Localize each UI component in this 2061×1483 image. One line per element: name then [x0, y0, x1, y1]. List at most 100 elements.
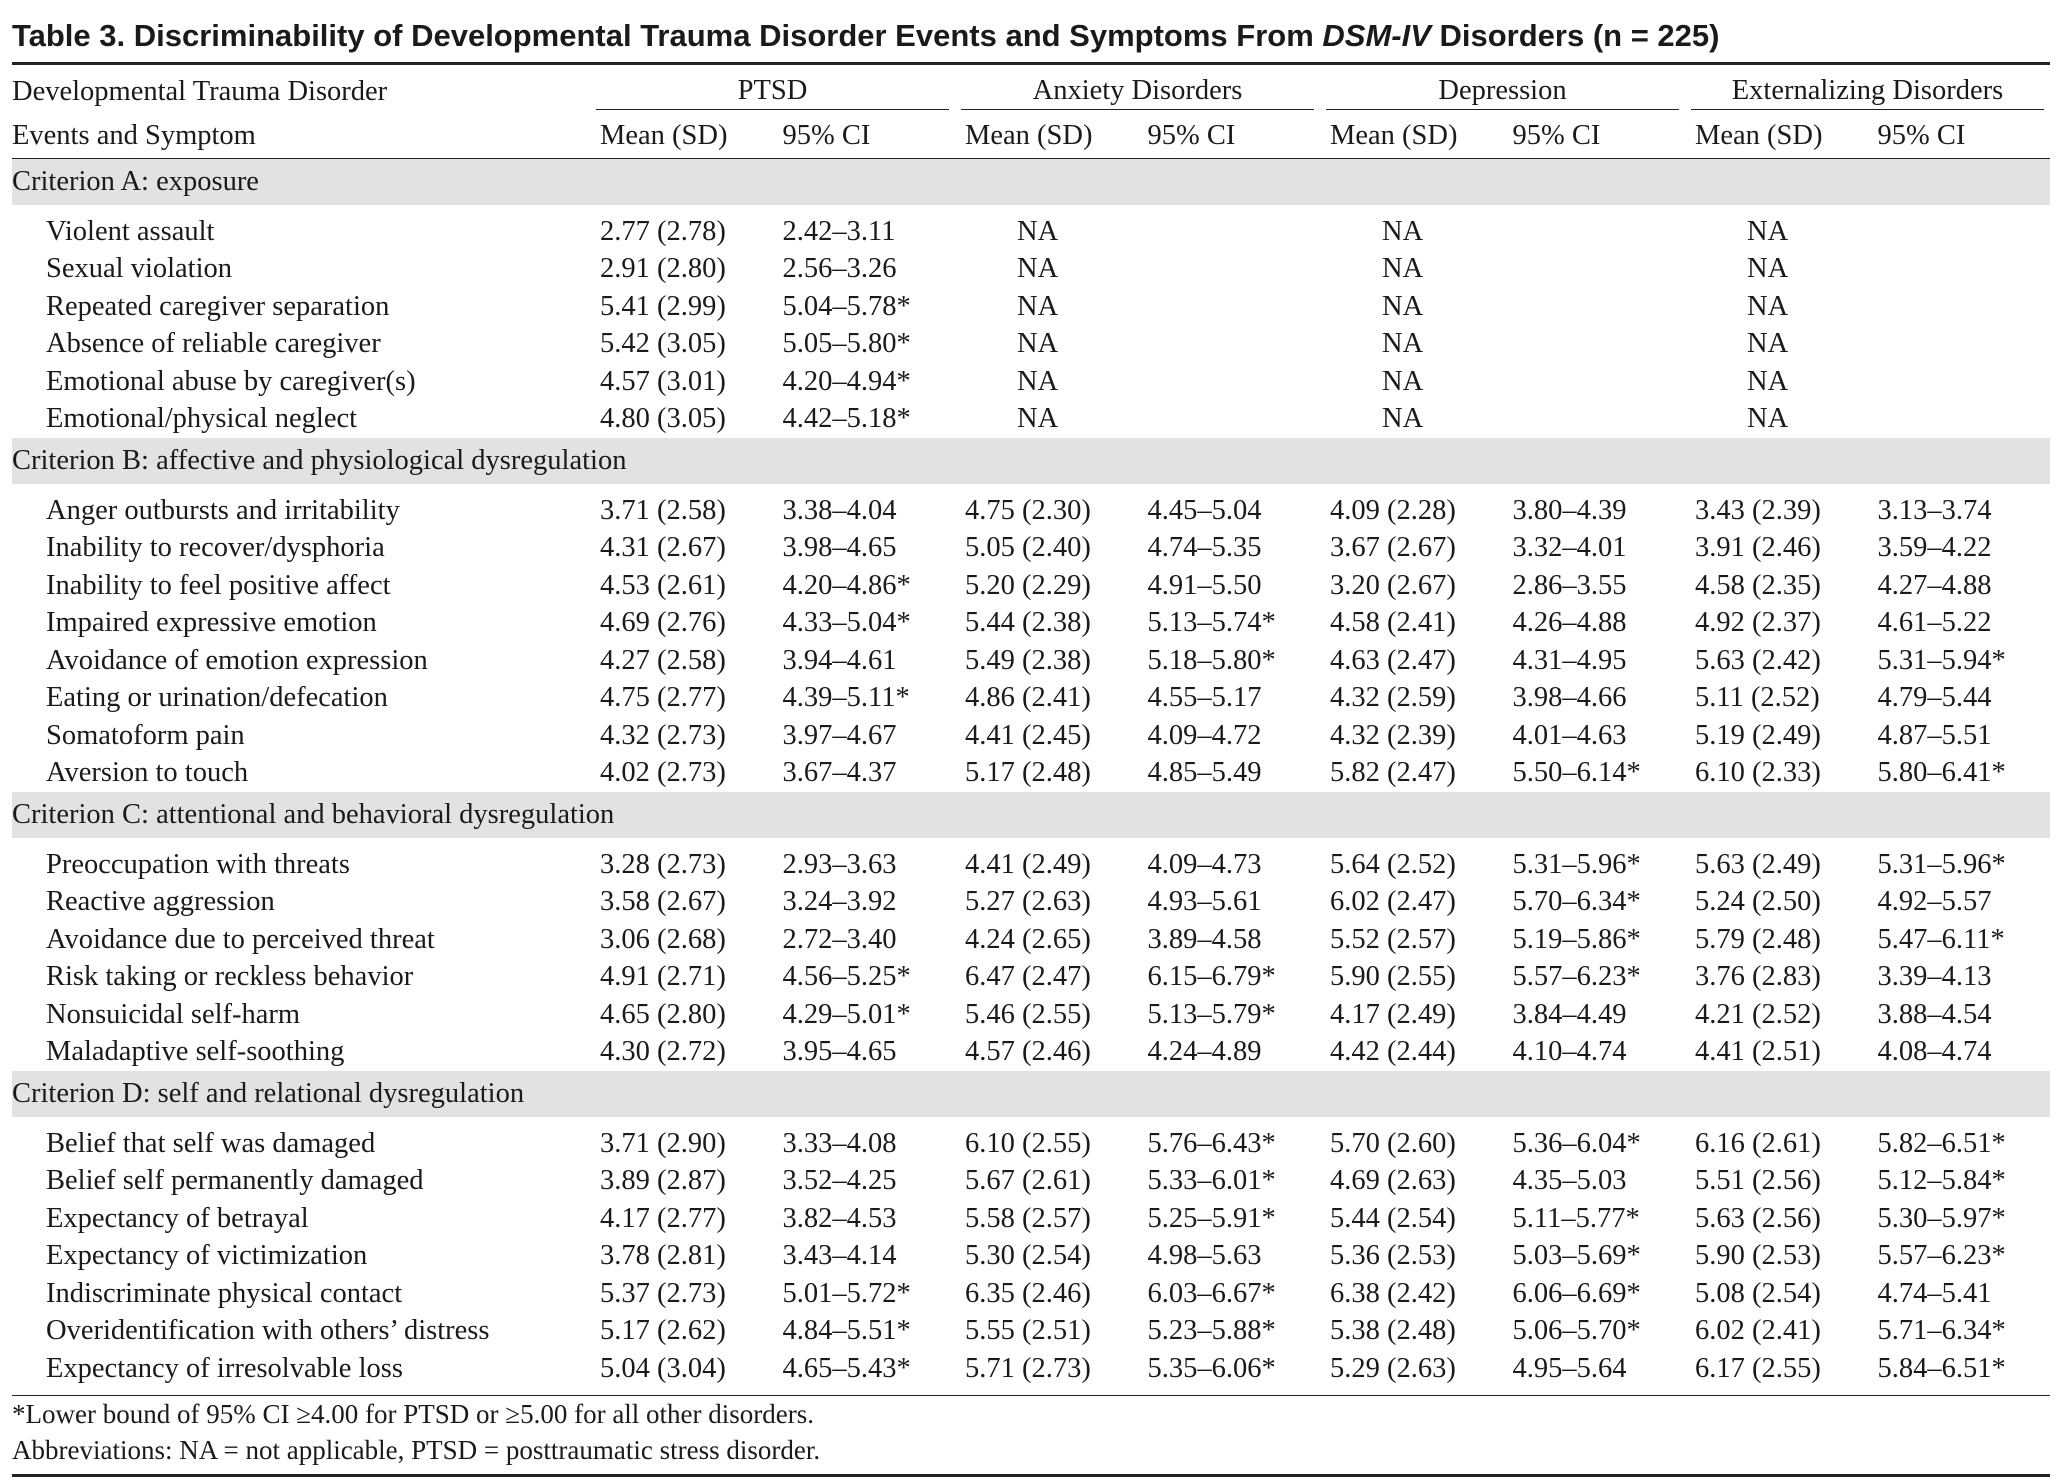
cell: 5.01–5.72*: [782, 1277, 911, 1309]
cell: 3.88–4.54: [1877, 998, 1992, 1030]
row-label: Maladaptive self-soothing: [46, 1036, 345, 1068]
cell: 6.02 (2.47): [1330, 886, 1456, 918]
row-label: Reactive aggression: [46, 886, 275, 918]
cell: 5.04 (3.04): [600, 1352, 726, 1384]
group-name: Depression: [1326, 75, 1679, 110]
cell: 5.51 (2.56): [1695, 1165, 1821, 1197]
cell: 5.50–6.14*: [1512, 757, 1641, 789]
cell: 3.58 (2.67): [600, 886, 726, 918]
cell: 5.63 (2.56): [1695, 1202, 1821, 1234]
cell: 4.17 (2.77): [600, 1202, 726, 1234]
data-row: Eating or urination/defecation 4.75 (2.77…: [12, 680, 2050, 718]
cell: 5.90 (2.53): [1695, 1240, 1821, 1272]
row-label: Belief that self was damaged: [46, 1127, 376, 1159]
cell: 4.20–4.86*: [782, 569, 911, 601]
row-label: Avoidance of emotion expression: [46, 644, 428, 676]
row-label: Nonsuicidal self-harm: [46, 998, 301, 1030]
cell: 5.52 (2.57): [1330, 923, 1456, 955]
cell: 4.61–5.22: [1877, 607, 1992, 639]
data-row: Absence of reliable caregiver 5.42 (3.05)…: [12, 326, 2050, 364]
cell: 3.80–4.39: [1512, 494, 1627, 526]
cell: 6.15–6.79*: [1147, 961, 1276, 993]
cell: 3.76 (2.83): [1695, 961, 1821, 993]
cell: NA: [1747, 253, 1789, 285]
cell: 5.30–5.97*: [1877, 1202, 2006, 1234]
data-row: Belief self permanently damaged 3.89 (2.8…: [12, 1163, 2050, 1201]
cell: 5.82–6.51*: [1877, 1127, 2006, 1159]
row-label: Avoidance due to perceived threat: [46, 923, 435, 955]
row-label: Overidentification with others’ distress: [46, 1315, 490, 1347]
row-label: Expectancy of victimization: [46, 1240, 368, 1272]
cell: 5.67 (2.61): [965, 1165, 1091, 1197]
cell: 5.33–6.01*: [1147, 1165, 1276, 1197]
cell: 3.43 (2.39): [1695, 494, 1821, 526]
row-label: Belief self permanently damaged: [46, 1165, 424, 1197]
cell: 4.41 (2.45): [965, 719, 1091, 751]
column-header: Mean (SD): [1685, 114, 1868, 159]
cell: 6.10 (2.33): [1695, 757, 1821, 789]
cell: 3.98–4.66: [1512, 682, 1627, 714]
cell: 4.02 (2.73): [600, 757, 726, 789]
cell: 4.69 (2.63): [1330, 1165, 1456, 1197]
section-row: Criterion D: self and relational dysregu…: [12, 1071, 2050, 1117]
row-label: Inability to recover/dysphoria: [46, 532, 385, 564]
cell: 5.31–5.94*: [1877, 644, 2006, 676]
cell: 5.47–6.11*: [1877, 923, 2005, 955]
cell: 4.53 (2.61): [600, 569, 726, 601]
cell: NA: [1747, 215, 1789, 247]
data-row: Inability to recover/dysphoria 4.31 (2.67…: [12, 530, 2050, 568]
group-name: Externalizing Disorders: [1691, 75, 2044, 110]
cell: 2.86–3.55: [1512, 569, 1627, 601]
row-label: Indiscriminate physical contact: [46, 1277, 403, 1309]
cell: 4.85–5.49: [1147, 757, 1262, 789]
cell: 3.38–4.04: [782, 494, 897, 526]
cell: 2.77 (2.78): [600, 215, 726, 247]
cell: 5.11 (2.52): [1695, 682, 1820, 714]
cell: 6.35 (2.46): [965, 1277, 1091, 1309]
cell: 5.58 (2.57): [965, 1202, 1091, 1234]
cell: 4.09–4.73: [1147, 848, 1262, 880]
row-label: Sexual violation: [46, 253, 233, 285]
footnotes: *Lower bound of 95% CI ≥4.00 for PTSD or…: [12, 1395, 2050, 1477]
cell: NA: [1747, 365, 1789, 397]
group-header: PTSD: [590, 70, 955, 114]
cell: 4.58 (2.41): [1330, 607, 1456, 639]
cell: 5.12–5.84*: [1877, 1165, 2006, 1197]
cell: 5.08 (2.54): [1695, 1277, 1821, 1309]
cell: 5.19–5.86*: [1512, 923, 1641, 955]
group-header: Anxiety Disorders: [955, 70, 1320, 114]
cell: 4.58 (2.35): [1695, 569, 1821, 601]
cell: 4.29–5.01*: [782, 998, 911, 1030]
data-table: Developmental Trauma Disorder PTSD Anxiety…: [12, 70, 2050, 1388]
data-row: Nonsuicidal self-harm 4.65 (2.80) 4.29–5.0…: [12, 996, 2050, 1034]
cell: 3.39–4.13: [1877, 961, 1992, 993]
cell: 4.79–5.44: [1877, 682, 1992, 714]
cell: 5.36–6.04*: [1512, 1127, 1641, 1159]
cell: 3.71 (2.90): [600, 1127, 726, 1159]
data-row: Emotional/physical neglect 4.80 (3.05) 4.4…: [12, 401, 2050, 439]
cell: 5.79 (2.48): [1695, 923, 1821, 955]
cell: 4.17 (2.49): [1330, 998, 1456, 1030]
row-label: Risk taking or reckless behavior: [46, 961, 414, 993]
title-text: Table 3. Discriminability of Development…: [12, 18, 1323, 53]
cell: 4.39–5.11*: [782, 682, 910, 714]
cell: 5.13–5.79*: [1147, 998, 1276, 1030]
cell: 3.89–4.58: [1147, 923, 1262, 955]
cell: 5.35–6.06*: [1147, 1352, 1276, 1384]
cell: NA: [1382, 403, 1424, 435]
cell: 4.45–5.04: [1147, 494, 1262, 526]
column-header: 95% CI: [1137, 114, 1320, 159]
cell: 5.05–5.80*: [782, 328, 911, 360]
cell: 5.76–6.43*: [1147, 1127, 1276, 1159]
cell: 5.24 (2.50): [1695, 886, 1821, 918]
cell: 5.31–5.96*: [1877, 848, 2006, 880]
cell: 4.27 (2.58): [600, 644, 726, 676]
cell: 6.02 (2.41): [1695, 1315, 1821, 1347]
cell: 6.47 (2.47): [965, 961, 1091, 993]
stub-header: Developmental Trauma Disorder: [12, 76, 388, 107]
cell: 4.92–5.57: [1877, 886, 1992, 918]
group-name: Anxiety Disorders: [961, 75, 1314, 110]
column-header: Mean (SD): [590, 114, 773, 159]
cell: 4.42 (2.44): [1330, 1036, 1456, 1068]
cell: 4.32 (2.73): [600, 719, 726, 751]
